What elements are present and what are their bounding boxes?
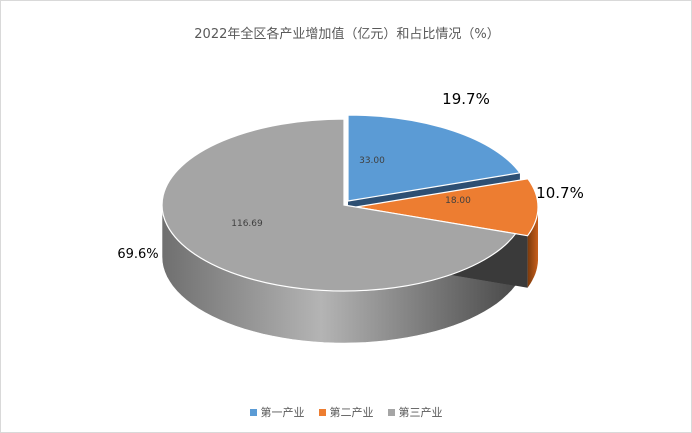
legend-swatch	[249, 408, 257, 416]
chart-title: 2022年全区各产业增加值（亿元）和占比情况（%）	[194, 27, 500, 42]
value-label: 116.69	[231, 219, 263, 229]
legend-item: 第一产业	[249, 404, 305, 420]
slice-secondary-industry-top	[355, 178, 539, 237]
percent-label: 69.6%	[117, 247, 158, 262]
legend-swatch	[318, 408, 326, 416]
percent-label: 19.7%	[442, 90, 490, 108]
legend-label: 第一产业	[260, 406, 305, 419]
percent-label: 10.7%	[536, 184, 584, 202]
slice-secondary-industry-side	[527, 207, 538, 288]
slice-tertiary-industry-top	[161, 118, 517, 292]
legend-label: 第二产业	[329, 406, 374, 419]
slice-primary-industry-top	[347, 114, 521, 202]
legend: 第一产业 第二产业 第三产业	[0, 404, 692, 420]
legend-swatch	[387, 408, 395, 416]
legend-label: 第三产业	[398, 406, 443, 419]
legend-item: 第三产业	[387, 404, 443, 420]
legend-item: 第二产业	[318, 404, 374, 420]
value-label: 18.00	[445, 196, 471, 206]
value-label: 33.00	[359, 156, 385, 166]
